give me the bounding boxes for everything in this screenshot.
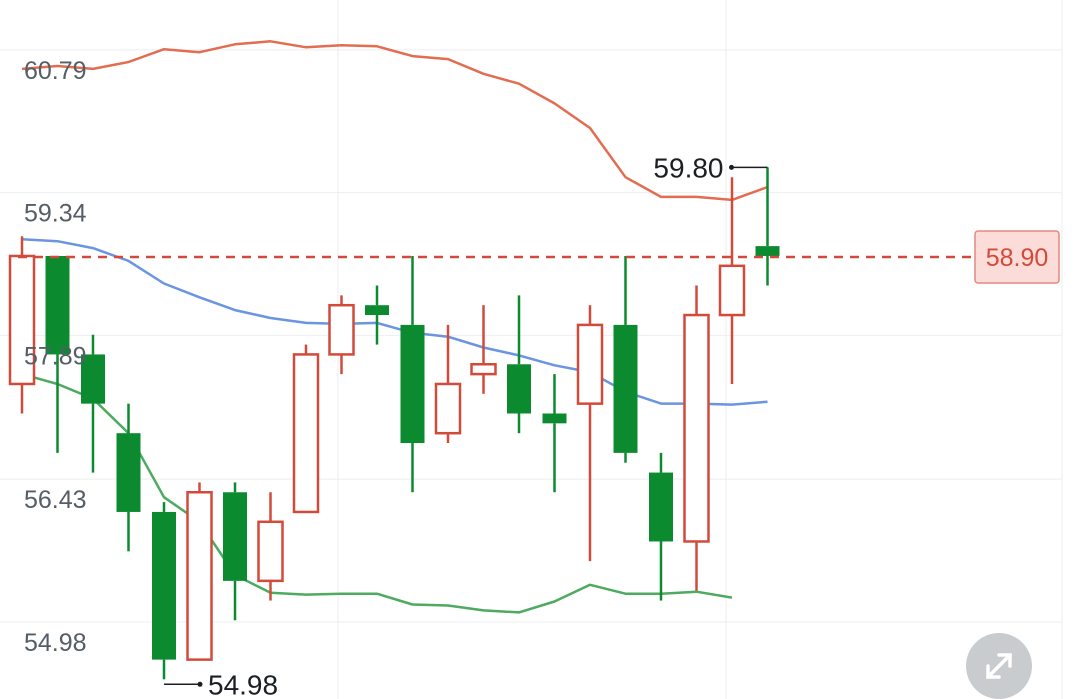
candle-body [576, 323, 604, 405]
candle-7 [257, 492, 284, 601]
candle-body [328, 303, 355, 356]
low-marker: 54.98 [164, 669, 278, 699]
candle-20 [718, 177, 746, 384]
current-price-label: 58.90 [986, 244, 1049, 272]
y-axis: 60.79 59.34 57.89 56.43 54.98 [24, 57, 87, 657]
high-marker-label: 59.80 [653, 152, 723, 183]
candle-10 [365, 285, 389, 345]
candle-12 [434, 324, 462, 444]
candle-body [755, 246, 780, 256]
low-marker-label: 54.98 [208, 669, 278, 699]
expand-button[interactable] [966, 633, 1032, 699]
candle-6 [223, 482, 247, 621]
candle-body [292, 353, 320, 514]
candle-body [257, 520, 284, 583]
current-price-tag: 58.90 [974, 230, 1060, 284]
candle-16 [576, 305, 604, 562]
high-marker: 59.80 [653, 152, 768, 183]
candle-4 [152, 502, 176, 680]
candle-5 [186, 482, 213, 661]
candle-body [434, 382, 462, 435]
expand-icon [986, 653, 1012, 679]
y-tick-label-4: 54.98 [24, 629, 87, 657]
candle-3 [116, 403, 141, 552]
candle-body [507, 364, 531, 414]
candle-2 [81, 334, 105, 473]
current-price-tag-bg [974, 230, 1060, 284]
candle-body [718, 264, 746, 317]
candle-18 [649, 452, 673, 601]
annotations: 59.80 54.98 58.90 [18, 152, 1060, 699]
candle-body [613, 324, 638, 453]
candle-body [649, 472, 673, 542]
candle-body [365, 305, 389, 316]
candle-body [116, 433, 141, 512]
candle-8 [292, 344, 320, 514]
candle-9 [328, 295, 355, 375]
low-marker-dot [197, 681, 203, 687]
candle-body [45, 255, 70, 355]
candle-body [81, 354, 105, 404]
candle-body [400, 324, 425, 444]
candle-body [8, 254, 36, 386]
candle-13 [470, 305, 497, 394]
high-marker-dot [729, 164, 734, 170]
candle-17 [613, 255, 638, 463]
y-tick-label-2: 57.89 [24, 342, 87, 370]
candle-body [223, 492, 247, 581]
middle-band-line [21, 237, 768, 406]
candles [8, 167, 780, 680]
candle-1 [45, 255, 70, 453]
y-tick-label-3: 56.43 [24, 486, 87, 514]
candle-body [152, 511, 176, 660]
candle-body [470, 363, 497, 376]
candle-body [683, 313, 710, 543]
candle-11 [400, 255, 425, 493]
y-tick-label-0: 60.79 [24, 57, 87, 85]
candle-body [542, 413, 567, 424]
y-tick-label-1: 59.34 [24, 200, 87, 228]
upper-band-line [21, 40, 768, 202]
candle-19 [683, 285, 710, 591]
candle-0 [8, 236, 36, 414]
candle-14 [507, 295, 531, 434]
candle-21 [755, 167, 780, 286]
candle-15 [542, 374, 567, 493]
candle-body [186, 491, 213, 661]
